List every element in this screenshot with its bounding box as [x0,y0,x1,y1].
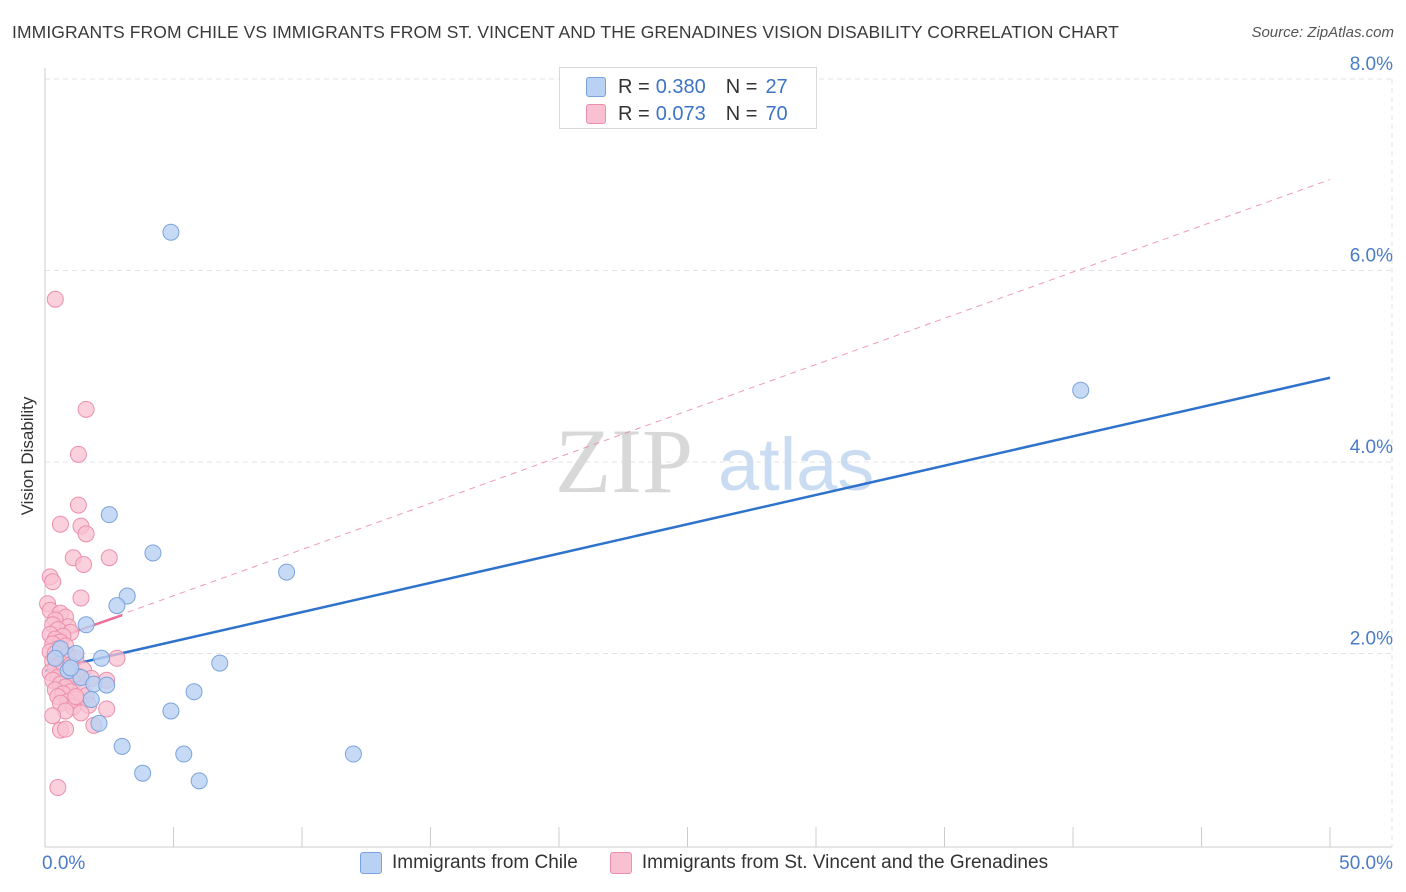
point-st-vincent-1 [77,400,95,418]
series-legend-swatch-st-vincent [609,852,632,874]
point-chile-15 [98,676,116,694]
legend-r-value: 0.073 [655,102,706,125]
legend-n-value: 27 [765,75,788,98]
series-legend-item-chile: Immigrants from Chile [360,852,578,874]
series-legend-label-chile: Immigrants from Chile [392,852,578,873]
legend-row-chile: R = 0.380 N = 27 [586,75,788,99]
point-st-vincent-8 [100,549,118,567]
legend-n-value: 70 [765,102,788,125]
y-axis-label: Vision Disability [18,396,37,516]
legend: R = 0.380 N = 27 R = 0.073 N = 70 [559,67,817,129]
data-points [39,223,1090,797]
point-chile-18 [162,702,180,720]
legend-n-label: N = [725,102,758,125]
y-tick-label-2: 6.0% [1350,246,1393,267]
grid [45,78,1393,847]
x-tick-label-1: 50.0% [1339,853,1393,874]
point-chile-25 [46,649,64,667]
legend-r-label: R = [618,75,650,98]
point-st-vincent-0 [46,290,64,308]
series-legend-label-st-vincent: Immigrants from St. Vincent and the Gren… [641,852,1049,873]
point-chile-0 [162,223,180,241]
point-chile-19 [90,714,108,732]
point-chile-23 [134,764,152,782]
point-chile-11 [211,654,229,672]
point-st-vincent-61 [98,700,116,718]
point-chile-2 [100,506,118,524]
point-st-vincent-63 [72,704,90,722]
point-chile-10 [93,649,111,667]
watermark: ZIP atlas [555,410,874,512]
point-chile-7 [77,616,95,634]
point-st-vincent-6 [77,525,95,543]
point-st-vincent-3 [69,496,87,514]
chart-title: IMMIGRANTS FROM CHILE VS IMMIGRANTS FROM… [12,22,1119,42]
point-chile-1 [1072,381,1090,399]
source-label: Source: ZipAtlas.com [1251,24,1394,41]
x-tick-label-0: 0.0% [42,853,85,874]
watermark-zip: ZIP [555,410,693,512]
point-chile-20 [113,737,131,755]
point-chile-3 [144,544,162,562]
point-st-vincent-69 [49,779,67,797]
point-st-vincent-11 [44,573,62,591]
point-st-vincent-4 [51,515,69,533]
point-chile-4 [278,563,296,581]
point-st-vincent-2 [69,445,87,463]
y-tick-label-0: 2.0% [1350,629,1393,650]
point-chile-6 [108,597,126,615]
point-st-vincent-67 [57,720,75,738]
point-chile-17 [82,690,100,708]
series-legend: Immigrants from Chile Immigrants from St… [360,852,1080,874]
legend-r-value: 0.380 [655,75,706,98]
point-st-vincent-9 [75,555,93,573]
point-st-vincent-68 [67,688,85,706]
point-st-vincent-12 [72,589,90,607]
y-tick-label-3: 8.0% [1350,54,1393,75]
legend-swatch-chile [586,77,606,97]
point-chile-9 [67,645,85,662]
legend-swatch-st-vincent [586,104,606,124]
trend-line-st-vincent-extended [44,179,1331,643]
series-legend-item-st-vincent: Immigrants from St. Vincent and the Gren… [609,852,1049,874]
point-st-vincent-64 [44,707,62,725]
point-chile-16 [185,683,203,701]
legend-r-label: R = [618,102,650,125]
tick-labels: 2.0% 4.0% 6.0% 8.0% 0.0% 50.0% [42,54,1393,874]
point-chile-26 [62,659,80,677]
y-tick-label-1: 4.0% [1350,437,1393,458]
trend-line-chile [44,376,1331,672]
legend-row-st-vincent: R = 0.073 N = 70 [586,102,788,126]
point-chile-22 [344,745,362,763]
point-st-vincent-33 [108,649,126,667]
legend-n-label: N = [725,75,758,98]
point-chile-24 [190,772,208,790]
point-chile-21 [175,745,193,763]
watermark-atlas: atlas [718,423,874,506]
series-legend-swatch-chile [360,852,382,874]
